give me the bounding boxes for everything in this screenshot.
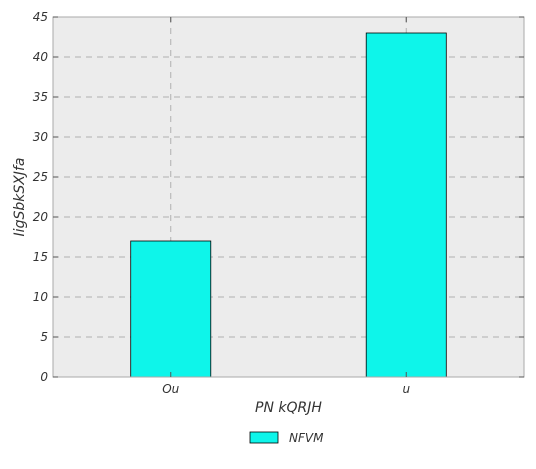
legend: NFVM (249, 431, 324, 445)
y-ticks: 0 5 10 15 20 25 30 35 40 45 (33, 10, 524, 384)
y-tick-label: 30 (33, 130, 49, 144)
plot-frame (52, 16, 525, 378)
x-tick-label: u (402, 382, 410, 396)
y-tick-label: 35 (33, 90, 48, 104)
plot-area (53, 17, 524, 377)
bar-2 (365, 32, 447, 378)
bars (130, 32, 447, 378)
y-tick-label: 0 (40, 370, 48, 384)
y-tick-label: 40 (33, 50, 49, 64)
y-tick-label: 45 (33, 10, 48, 24)
x-tick-label: Ou (162, 382, 179, 396)
x-axis-title: PN kQRJH (255, 400, 322, 416)
legend-swatch (249, 431, 279, 444)
y-tick-label: 20 (33, 210, 49, 224)
y-tick-label: 10 (33, 290, 49, 304)
bar-1 (130, 240, 212, 378)
y-tick-label: 15 (33, 250, 48, 264)
y-axis-title: IigSbkSXJfa (12, 158, 28, 237)
x-ticks: Ou u (162, 17, 410, 396)
y-tick-label: 25 (33, 170, 48, 184)
y-tick-label: 5 (40, 330, 48, 344)
legend-label: NFVM (289, 431, 324, 445)
